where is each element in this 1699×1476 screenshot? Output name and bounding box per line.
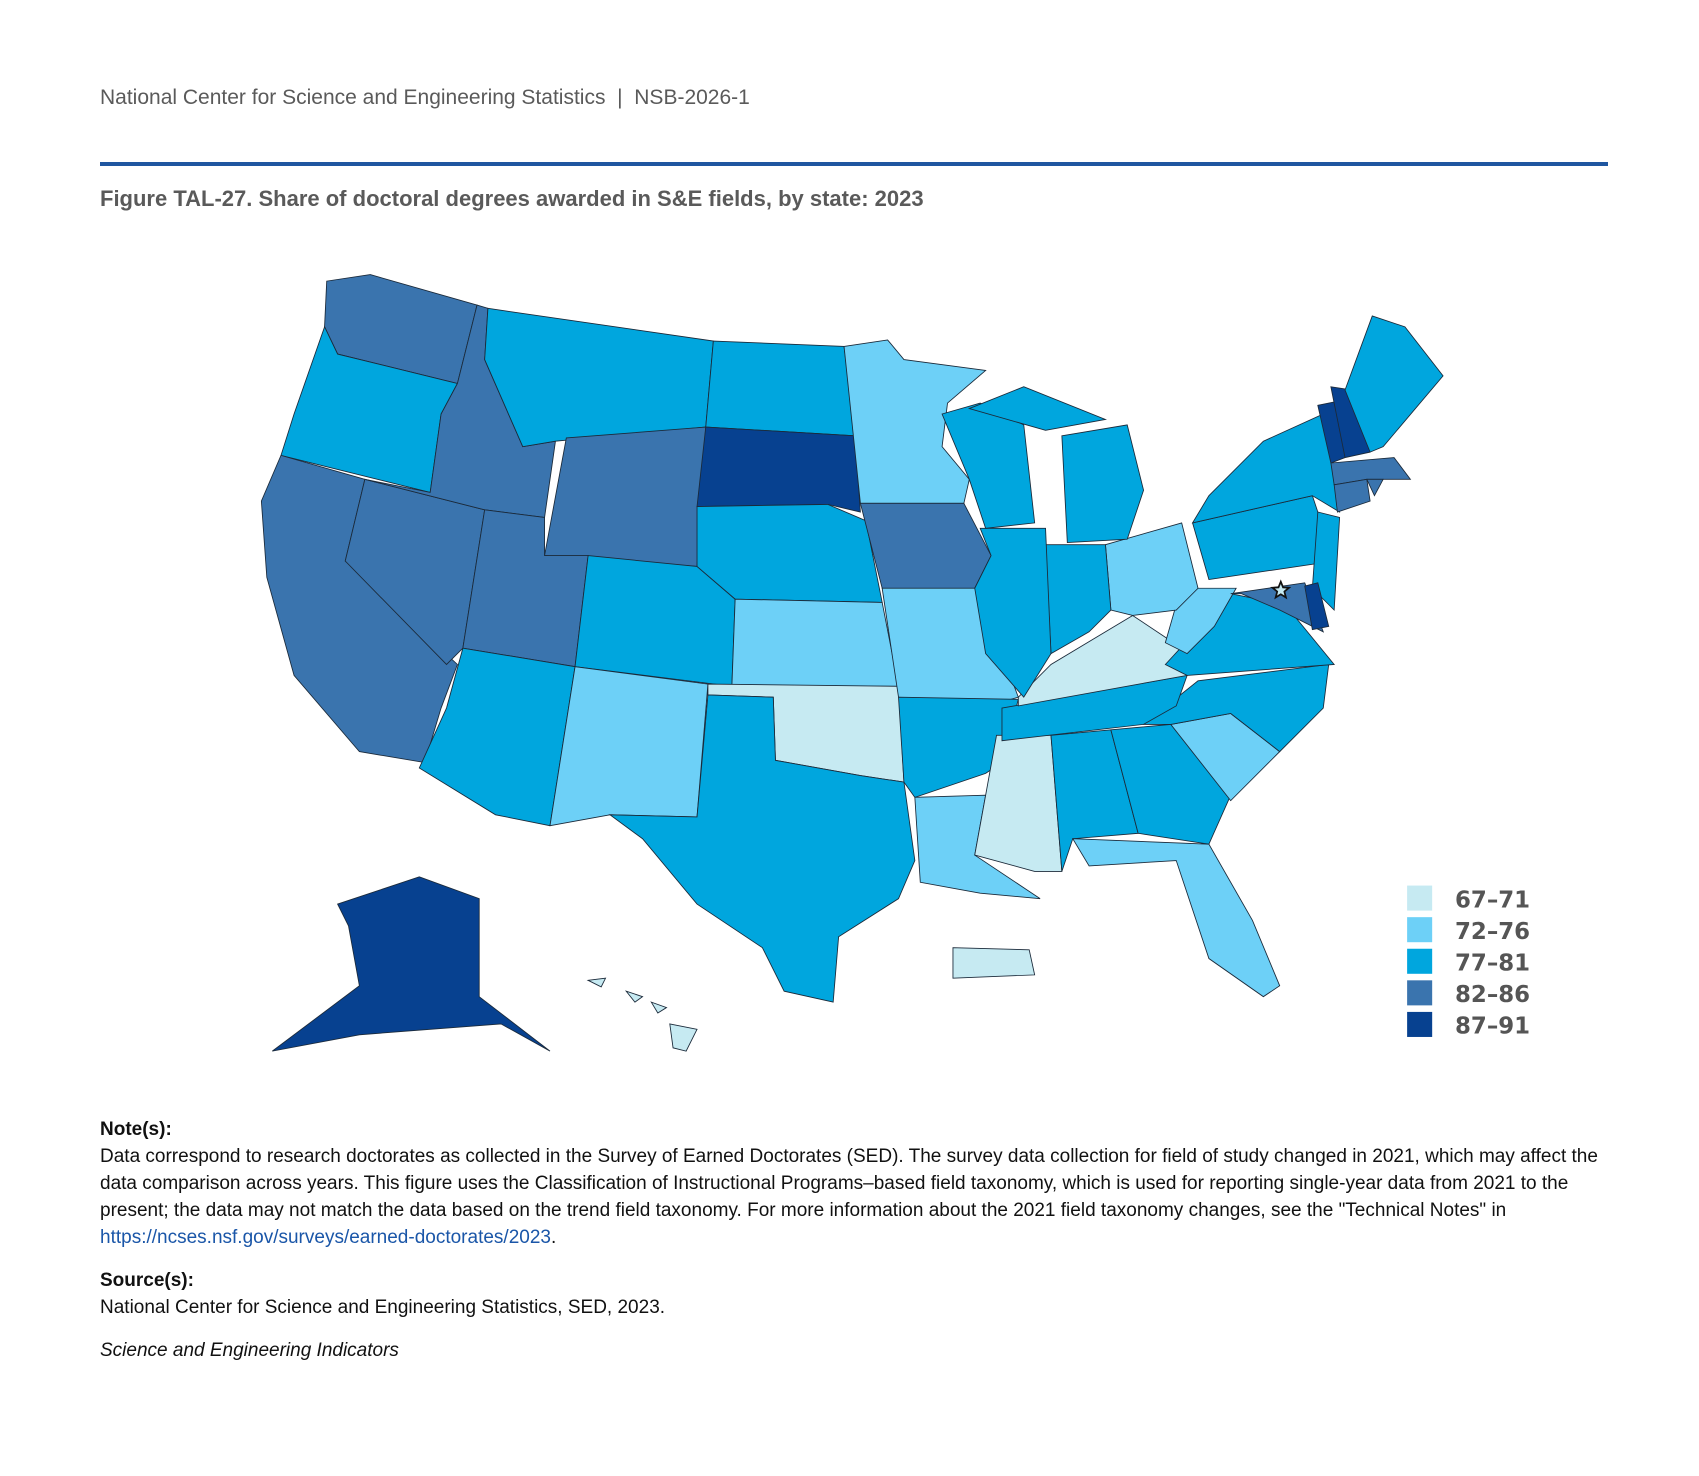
state-ks	[731, 598, 900, 687]
notes-section: Note(s): Data correspond to research doc…	[100, 1116, 1620, 1364]
state-de	[1304, 582, 1330, 631]
state-dc	[1270, 579, 1292, 600]
header-rule	[100, 162, 1608, 166]
org-name: National Center for Science and Engineer…	[100, 86, 606, 109]
legend-label: 67–71	[1455, 887, 1530, 913]
source-label: Source(s):	[100, 1270, 194, 1291]
notes-label: Note(s):	[100, 1119, 172, 1140]
state-ny	[1191, 413, 1341, 524]
legend-swatch	[1407, 948, 1433, 974]
state-me	[1344, 315, 1444, 453]
legend-label: 72–76	[1455, 919, 1530, 945]
state-nm	[549, 666, 709, 827]
state-al	[1050, 729, 1139, 872]
dc-marker-star	[1270, 579, 1292, 600]
legend-label: 82–86	[1455, 982, 1530, 1008]
state-mi	[967, 386, 1145, 543]
state-ia	[859, 502, 992, 589]
state-nj	[1311, 511, 1341, 612]
state-sd	[696, 426, 861, 513]
source-text: National Center for Science and Engineer…	[100, 1297, 666, 1318]
state-ak	[272, 876, 551, 1052]
notes-end: .	[550, 1227, 557, 1248]
sed-link[interactable]: https://ncses.nsf.gov/surveys/earned-doc…	[100, 1227, 551, 1248]
notes-body: Data correspond to research doctorates a…	[100, 1146, 1598, 1221]
state-ri	[1366, 478, 1384, 497]
state-pr	[952, 947, 1036, 979]
state-ne	[696, 503, 883, 603]
state-hi	[586, 977, 698, 1052]
legend-swatch	[1407, 885, 1433, 911]
state-wy	[544, 426, 707, 567]
state-nc	[1142, 663, 1330, 753]
legend-label: 77–81	[1455, 951, 1530, 977]
report-header: National Center for Science and Engineer…	[100, 86, 750, 110]
legend-swatch	[1407, 980, 1433, 1006]
state-md	[1230, 582, 1325, 633]
state-ma	[1330, 457, 1412, 486]
state-ga	[1110, 723, 1232, 845]
state-fl	[1071, 838, 1281, 998]
state-mt	[484, 307, 714, 448]
state-wi	[941, 402, 1036, 529]
legend-label: 87–91	[1455, 1014, 1530, 1040]
state-shapes	[260, 274, 1444, 1052]
state-nd	[705, 340, 856, 437]
legend-swatch	[1407, 917, 1433, 943]
legend: 67–71 72–76 77–81 82–86 87–91	[1407, 885, 1530, 1040]
state-tx	[608, 694, 916, 1003]
notes-text: Data correspond to research doctorates a…	[100, 1143, 1620, 1251]
state-il	[974, 527, 1052, 698]
footer-credit: Science and Engineering Indicators	[100, 1340, 399, 1361]
figure-title: Figure TAL-27. Share of doctoral degrees…	[100, 186, 924, 211]
legend-swatch	[1407, 1011, 1433, 1037]
header-separator: |	[617, 86, 623, 109]
state-ct	[1333, 478, 1371, 513]
report-id: NSB-2026-1	[634, 86, 750, 109]
